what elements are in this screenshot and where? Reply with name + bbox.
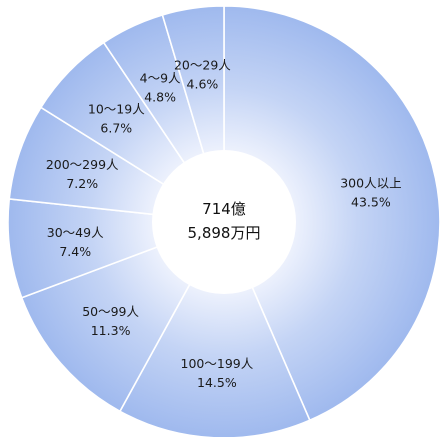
slice-value-7: 4.6% — [187, 77, 219, 92]
slice-label-4: 200〜299人 — [46, 157, 119, 172]
pie-slice-0 — [223, 5, 440, 422]
slice-label-1: 100〜199人 — [181, 356, 254, 371]
slice-label-7: 20〜29人 — [174, 58, 231, 73]
slice-label-3: 30〜49人 — [47, 225, 104, 240]
slice-label-0: 300人以上 — [340, 176, 401, 191]
slice-value-5: 6.7% — [100, 121, 132, 136]
labels-group: 300人以上 43.5% 100〜199人 14.5% 50〜99人 11.3% 30〜49… — [46, 58, 402, 390]
slice-value-2: 11.3% — [91, 323, 131, 338]
center-total-line-2: 5,898万円 — [188, 224, 261, 242]
slice-label-5: 10〜19人 — [88, 102, 145, 117]
slice-value-4: 7.2% — [66, 176, 98, 191]
center-hole — [152, 150, 296, 294]
slice-value-6: 4.8% — [144, 89, 176, 104]
slice-value-0: 43.5% — [351, 195, 391, 210]
slice-label-2: 50〜99人 — [82, 304, 139, 319]
slice-value-3: 7.4% — [59, 244, 91, 259]
slice-value-1: 14.5% — [197, 375, 237, 390]
pie-slice-1 — [118, 220, 311, 437]
slice-label-6: 4〜9人 — [140, 70, 181, 85]
center-total-line-1: 714億 — [202, 200, 246, 218]
